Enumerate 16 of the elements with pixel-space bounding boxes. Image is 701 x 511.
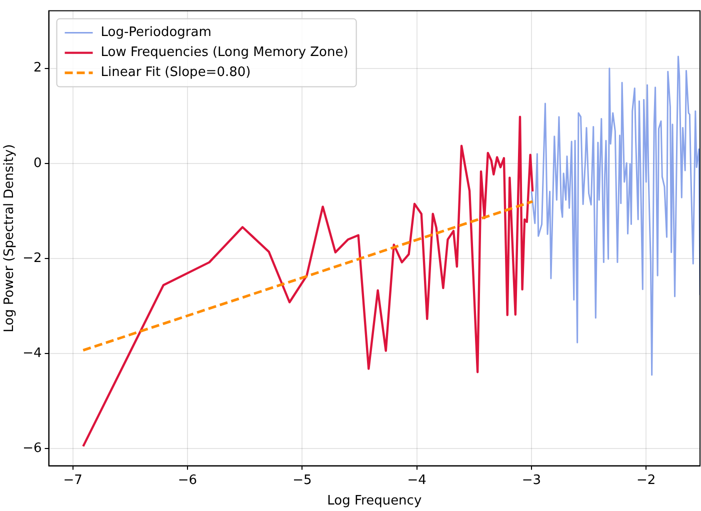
y-tick-label: −6 [22,441,42,456]
legend-label: Low Frequencies (Long Memory Zone) [100,45,348,60]
x-tick-label: −2 [636,472,656,488]
y-tick-label: 0 [33,156,42,171]
x-tick-label: −4 [407,472,426,488]
x-tick-label: −6 [178,472,198,488]
legend-label: Log-Periodogram [100,25,212,40]
x-tick-label: −5 [292,472,312,488]
y-tick-label: 2 [33,60,42,76]
y-axis-title: Log Power (Spectral Density) [2,144,18,332]
x-tick-label: −7 [63,472,82,488]
y-tick-label: −2 [22,250,42,266]
x-tick-label: −3 [522,472,542,488]
legend-label: Linear Fit (Slope=0.80) [100,65,251,80]
x-axis-title: Log Frequency [327,494,422,509]
y-tick-label: −4 [22,346,42,361]
